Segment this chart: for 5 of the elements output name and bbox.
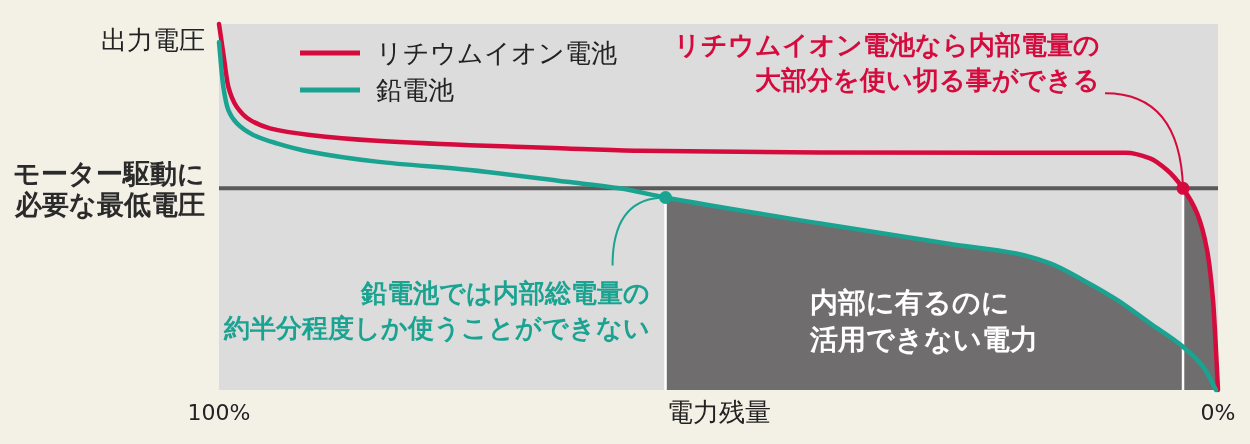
x-axis-title: 電力残量 — [666, 397, 771, 427]
y-axis-title: 出力電圧 — [101, 25, 205, 55]
annotation: リチウムイオン電池なら内部電量の大部分を使い切る事ができる — [674, 30, 1101, 96]
annotation: 内部に有るのに活用できない電力 — [809, 286, 1038, 357]
annotation: 鉛電池では内部総電量の約半分程度しか使うことができない — [223, 278, 650, 344]
